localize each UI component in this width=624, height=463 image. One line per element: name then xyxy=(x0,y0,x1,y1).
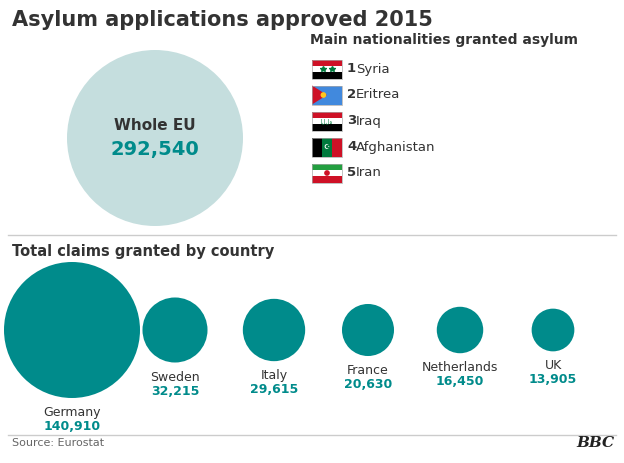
Text: Whole EU: Whole EU xyxy=(114,119,196,133)
Bar xyxy=(312,72,342,79)
Bar xyxy=(312,86,342,105)
Bar xyxy=(312,163,342,182)
Circle shape xyxy=(437,307,483,353)
Circle shape xyxy=(243,299,305,361)
Text: Main nationalities granted asylum: Main nationalities granted asylum xyxy=(310,33,578,47)
Circle shape xyxy=(324,170,330,176)
Circle shape xyxy=(342,304,394,356)
Text: 4: 4 xyxy=(347,140,356,154)
Text: Iran: Iran xyxy=(356,167,382,180)
Text: 20,630: 20,630 xyxy=(344,378,392,391)
Bar xyxy=(332,138,342,156)
Text: Iraq: Iraq xyxy=(356,114,382,127)
Bar xyxy=(312,112,342,131)
Text: Source: Eurostat: Source: Eurostat xyxy=(12,438,104,448)
Text: 32,215: 32,215 xyxy=(151,384,199,398)
Text: 16,450: 16,450 xyxy=(436,375,484,388)
Polygon shape xyxy=(312,86,327,105)
Bar xyxy=(312,86,342,105)
Text: Total claims granted by country: Total claims granted by country xyxy=(12,244,275,259)
Bar xyxy=(312,112,342,118)
Bar xyxy=(312,66,342,72)
Text: 5: 5 xyxy=(347,167,356,180)
Text: France: France xyxy=(347,364,389,377)
Bar xyxy=(312,118,342,124)
Bar xyxy=(312,60,342,79)
Circle shape xyxy=(321,92,326,98)
Bar xyxy=(312,124,342,131)
Text: الله: الله xyxy=(321,118,333,124)
Text: 1: 1 xyxy=(347,63,356,75)
Bar xyxy=(312,138,322,156)
Text: Italy: Italy xyxy=(260,369,288,382)
Text: 2: 2 xyxy=(347,88,356,101)
Text: Afghanistan: Afghanistan xyxy=(356,140,436,154)
Text: Syria: Syria xyxy=(356,63,389,75)
Circle shape xyxy=(532,309,574,351)
Text: 3: 3 xyxy=(347,114,356,127)
Bar xyxy=(312,138,342,156)
Bar xyxy=(312,170,342,176)
Bar xyxy=(312,176,342,182)
Bar xyxy=(312,60,342,66)
Text: 13,905: 13,905 xyxy=(529,373,577,386)
Text: ☪: ☪ xyxy=(324,144,330,150)
Bar xyxy=(312,163,342,170)
Text: Germany: Germany xyxy=(43,406,100,419)
Circle shape xyxy=(142,298,208,363)
Text: Netherlands: Netherlands xyxy=(422,361,498,374)
Text: 140,910: 140,910 xyxy=(44,420,100,433)
Bar xyxy=(322,138,332,156)
Text: Eritrea: Eritrea xyxy=(356,88,401,101)
Text: Asylum applications approved 2015: Asylum applications approved 2015 xyxy=(12,10,433,30)
Text: Sweden: Sweden xyxy=(150,370,200,383)
Text: UK: UK xyxy=(544,359,562,372)
Text: BBC: BBC xyxy=(576,436,614,450)
Text: 29,615: 29,615 xyxy=(250,383,298,396)
Ellipse shape xyxy=(67,50,243,226)
Text: 292,540: 292,540 xyxy=(110,140,200,159)
Circle shape xyxy=(4,262,140,398)
